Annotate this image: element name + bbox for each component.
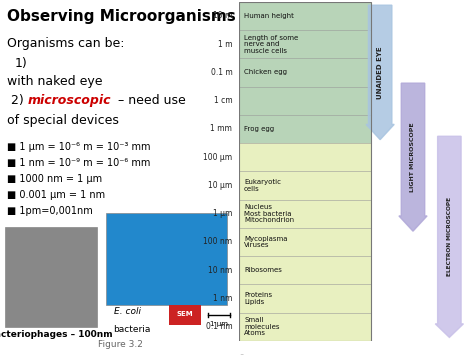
Text: ■ 1000 nm = 1 μm: ■ 1000 nm = 1 μm — [7, 174, 102, 184]
FancyArrow shape — [399, 83, 427, 231]
Bar — [239, 171, 371, 200]
Text: 1 μm: 1 μm — [213, 209, 232, 218]
Text: ■ 1 nm = 10⁻⁹ m = 10⁻⁶ mm: ■ 1 nm = 10⁻⁹ m = 10⁻⁶ mm — [7, 158, 151, 168]
Text: Bacteriophages – 100nm: Bacteriophages – 100nm — [0, 330, 113, 339]
FancyArrow shape — [435, 136, 464, 337]
Bar — [239, 2, 371, 341]
Text: 1 m: 1 m — [218, 40, 232, 49]
Text: 100 nm: 100 nm — [203, 237, 232, 246]
Bar — [239, 87, 371, 115]
Bar — [169, 305, 201, 325]
Text: 10 μm: 10 μm — [208, 181, 232, 190]
Text: bacteria: bacteria — [114, 325, 151, 334]
Text: 1 nm: 1 nm — [213, 294, 232, 303]
Bar — [239, 58, 371, 87]
Text: ■ 1 μm = 10⁻⁶ m = 10⁻³ mm: ■ 1 μm = 10⁻⁶ m = 10⁻³ mm — [7, 142, 151, 152]
Text: Small
molecules
Atoms: Small molecules Atoms — [244, 317, 280, 336]
Text: Mycoplasma
Viruses: Mycoplasma Viruses — [244, 236, 288, 248]
Text: 1 μm: 1 μm — [210, 321, 228, 327]
FancyArrow shape — [366, 5, 394, 140]
Text: Length of some
nerve and
muscle cells: Length of some nerve and muscle cells — [244, 35, 298, 54]
Bar — [239, 2, 371, 30]
Text: ■ 0.001 μm = 1 nm: ■ 0.001 μm = 1 nm — [7, 190, 105, 200]
Bar — [239, 284, 371, 312]
Text: microscopic: microscopic — [28, 94, 111, 107]
Bar — [106, 213, 227, 305]
Bar — [239, 200, 371, 228]
Text: 0.1 m: 0.1 m — [210, 68, 232, 77]
Bar — [239, 143, 371, 171]
Bar — [239, 312, 371, 341]
Text: LIGHT MICROSCOPE: LIGHT MICROSCOPE — [410, 122, 416, 192]
Text: Ribosomes: Ribosomes — [244, 267, 282, 273]
Bar — [5, 227, 97, 327]
Text: 100 μm: 100 μm — [203, 153, 232, 162]
Text: E. coli: E. coli — [114, 307, 141, 316]
Bar — [239, 256, 371, 284]
Text: Figure 3.2: Figure 3.2 — [99, 340, 143, 349]
Bar — [239, 30, 371, 58]
Text: ■ 1pm=0,001nm: ■ 1pm=0,001nm — [7, 206, 93, 216]
Text: Proteins
Lipids: Proteins Lipids — [244, 292, 272, 305]
Text: SEM: SEM — [177, 311, 193, 317]
Text: 1 cm: 1 cm — [214, 96, 232, 105]
Text: Observing Microorganisms: Observing Microorganisms — [7, 9, 236, 24]
Text: Chicken egg: Chicken egg — [244, 70, 287, 75]
Text: ELECTRON MICROSCOPE: ELECTRON MICROSCOPE — [447, 197, 452, 277]
Text: Human height: Human height — [244, 13, 294, 19]
Text: 10 nm: 10 nm — [208, 266, 232, 275]
Text: 1 mm: 1 mm — [210, 124, 232, 133]
Text: UNAIDED EYE: UNAIDED EYE — [377, 46, 383, 99]
Text: 0.1 nm: 0.1 nm — [206, 322, 232, 331]
Text: Frog egg: Frog egg — [244, 126, 274, 132]
Text: with naked eye: with naked eye — [7, 75, 103, 88]
Text: Eukaryotic
cells: Eukaryotic cells — [244, 179, 281, 192]
Text: 2): 2) — [7, 94, 28, 107]
Text: – need use: – need use — [114, 94, 185, 107]
Text: 10 m: 10 m — [213, 11, 232, 20]
Bar — [239, 228, 371, 256]
Text: Organisms can be:: Organisms can be: — [7, 37, 125, 50]
Text: ©Addison Wesley Longman, Inc.: ©Addison Wesley Longman, Inc. — [239, 354, 341, 355]
Bar — [239, 115, 371, 143]
Text: of special devices: of special devices — [7, 114, 119, 127]
Text: 1): 1) — [15, 57, 27, 70]
Text: Nucleus
Most bacteria
Mitochondrion: Nucleus Most bacteria Mitochondrion — [244, 204, 294, 223]
